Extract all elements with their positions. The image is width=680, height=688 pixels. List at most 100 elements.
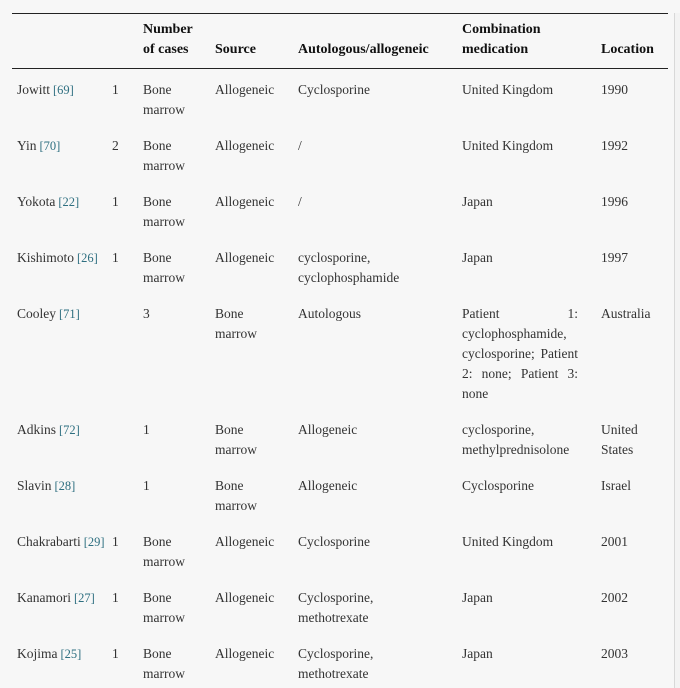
source-cell: Bone marrow bbox=[143, 250, 185, 285]
table-row: Kishimoto [26] 1 Bone marrow Allogeneic c… bbox=[12, 237, 668, 293]
medication-cell: cyclosporine, cyclophosphamide bbox=[298, 250, 400, 285]
header-combination-medication: Combination medication bbox=[457, 13, 596, 69]
cases-cell: 1 bbox=[143, 422, 150, 437]
source-cell: Bone marrow bbox=[143, 138, 185, 173]
source-cell: Bone marrow bbox=[215, 422, 257, 457]
author-cell: Slavin [28] bbox=[12, 465, 107, 521]
graft-type-cell: Allogeneic bbox=[215, 82, 275, 97]
header-number-of-cases: Number of cases bbox=[138, 13, 210, 69]
author-name: Kishimoto bbox=[17, 250, 75, 265]
source-cell: Bone marrow bbox=[143, 194, 185, 229]
year-cell: 2003 bbox=[601, 646, 628, 661]
graft-type-cell: Allogeneic bbox=[215, 590, 275, 605]
graft-type-cell: Allogeneic bbox=[215, 646, 275, 661]
author-name: Jowitt bbox=[17, 82, 51, 97]
author-cell: Yin [70] bbox=[12, 125, 107, 181]
author-cell: Chakrabarti [29] bbox=[12, 521, 107, 577]
author-name: Kanamori bbox=[17, 590, 71, 605]
author-name: Chakrabarti bbox=[17, 534, 81, 549]
page-edge-strip bbox=[675, 13, 680, 688]
source-cell: Bone marrow bbox=[143, 590, 185, 625]
medication-cell: Cyclosporine bbox=[298, 82, 370, 97]
medication-cell: Cyclosporine, methotrexate bbox=[298, 590, 374, 625]
reference-link[interactable]: [25] bbox=[60, 647, 82, 661]
author-cell: Jowitt [69] bbox=[12, 69, 107, 126]
reference-link[interactable]: [28] bbox=[54, 479, 76, 493]
header-row: Number of cases Source Autologous/alloge… bbox=[12, 13, 668, 69]
location-cell: United States bbox=[601, 422, 638, 457]
source-cell: Bone marrow bbox=[143, 534, 185, 569]
reference-link[interactable]: [22] bbox=[58, 195, 80, 209]
author-name: Cooley bbox=[17, 306, 56, 321]
year-cell: 2001 bbox=[601, 534, 628, 549]
location-cell: Japan bbox=[462, 250, 493, 265]
header-autologous-allogeneic: Autologous/allogeneic bbox=[293, 13, 457, 69]
empty-cell bbox=[107, 465, 138, 521]
author-cell: Cooley [71] bbox=[12, 293, 107, 409]
location-cell: Japan bbox=[462, 590, 493, 605]
graft-type-cell: Autologous bbox=[298, 306, 362, 321]
year-cell: 2002 bbox=[601, 590, 628, 605]
cases-cell: 3 bbox=[143, 306, 150, 321]
table-row: Adkins [72] 1 Bone marrow Allogeneic cycl… bbox=[12, 409, 668, 465]
reference-link[interactable]: [69] bbox=[53, 83, 74, 97]
cases-cell: 1 bbox=[112, 250, 119, 265]
graft-type-cell: Allogeneic bbox=[215, 534, 275, 549]
author-name: Yokota bbox=[17, 194, 56, 209]
source-cell: Bone marrow bbox=[215, 306, 257, 341]
page-edge-line bbox=[674, 13, 675, 688]
cases-cell: 1 bbox=[112, 82, 119, 97]
header-author bbox=[12, 13, 138, 69]
location-cell: Japan bbox=[462, 646, 493, 661]
medication-cell: Patient 1: cyclophosphamide, cyclosporin… bbox=[462, 306, 578, 401]
header-location: Location bbox=[596, 13, 668, 69]
graft-type-cell: Allogeneic bbox=[298, 478, 358, 493]
medication-cell: Cyclosporine bbox=[462, 478, 534, 493]
cases-cell: 1 bbox=[112, 534, 119, 549]
cases-cell: 1 bbox=[112, 590, 119, 605]
cases-cell: 1 bbox=[143, 478, 150, 493]
medication-cell: / bbox=[298, 194, 302, 209]
author-name: Kojima bbox=[17, 646, 58, 661]
reference-link[interactable]: [72] bbox=[59, 423, 80, 437]
reference-link[interactable]: [27] bbox=[73, 591, 95, 605]
author-name: Slavin bbox=[17, 478, 52, 493]
author-name: Yin bbox=[17, 138, 37, 153]
cases-cell: 1 bbox=[112, 194, 119, 209]
graft-type-cell: Allogeneic bbox=[215, 250, 275, 265]
year-cell: 1990 bbox=[601, 82, 628, 97]
medication-cell: Cyclosporine bbox=[298, 534, 370, 549]
source-cell: Bone marrow bbox=[143, 82, 185, 117]
author-cell: Kishimoto [26] bbox=[12, 237, 107, 293]
case-reports-table: Number of cases Source Autologous/alloge… bbox=[12, 13, 668, 688]
year-cell: 1997 bbox=[601, 250, 628, 265]
author-cell: Kanamori [27] bbox=[12, 577, 107, 633]
graft-type-cell: Allogeneic bbox=[215, 194, 275, 209]
reference-link[interactable]: [29] bbox=[83, 535, 105, 549]
source-cell: Bone marrow bbox=[143, 646, 185, 681]
medication-cell: Cyclosporine, methotrexate bbox=[298, 646, 374, 681]
location-cell: United Kingdom bbox=[462, 82, 554, 97]
table-row: Chakrabarti [29] 1 Bone marrow Allogeneic… bbox=[12, 521, 668, 577]
table-row: Slavin [28] 1 Bone marrow Allogeneic Cycl… bbox=[12, 465, 668, 521]
author-cell: Yokota [22] bbox=[12, 181, 107, 237]
year-cell: 1992 bbox=[601, 138, 628, 153]
location-cell: United Kingdom bbox=[462, 138, 554, 153]
table-row: Kojima [25] 1 Bone marrow Allogeneic Cycl… bbox=[12, 633, 668, 688]
location-cell: United Kingdom bbox=[462, 534, 554, 549]
author-cell: Adkins [72] bbox=[12, 409, 107, 465]
source-cell: Bone marrow bbox=[215, 478, 257, 513]
location-cell: Australia bbox=[601, 306, 651, 321]
reference-link[interactable]: [70] bbox=[39, 139, 61, 153]
table-row: Cooley [71] 3 Bone marrow Autologous Pati… bbox=[12, 293, 668, 409]
location-cell: Israel bbox=[601, 478, 631, 493]
reference-link[interactable]: [71] bbox=[59, 307, 80, 321]
graft-type-cell: Allogeneic bbox=[298, 422, 358, 437]
reference-link[interactable]: [26] bbox=[77, 251, 98, 265]
medication-cell: cyclosporine, methylprednisolone bbox=[462, 422, 570, 457]
medication-cell: / bbox=[298, 138, 302, 153]
cases-cell: 1 bbox=[112, 646, 119, 661]
year-cell: 1996 bbox=[601, 194, 628, 209]
table-row: Yin [70] 2 Bone marrow Allogeneic / Unite… bbox=[12, 125, 668, 181]
author-name: Adkins bbox=[17, 422, 57, 437]
